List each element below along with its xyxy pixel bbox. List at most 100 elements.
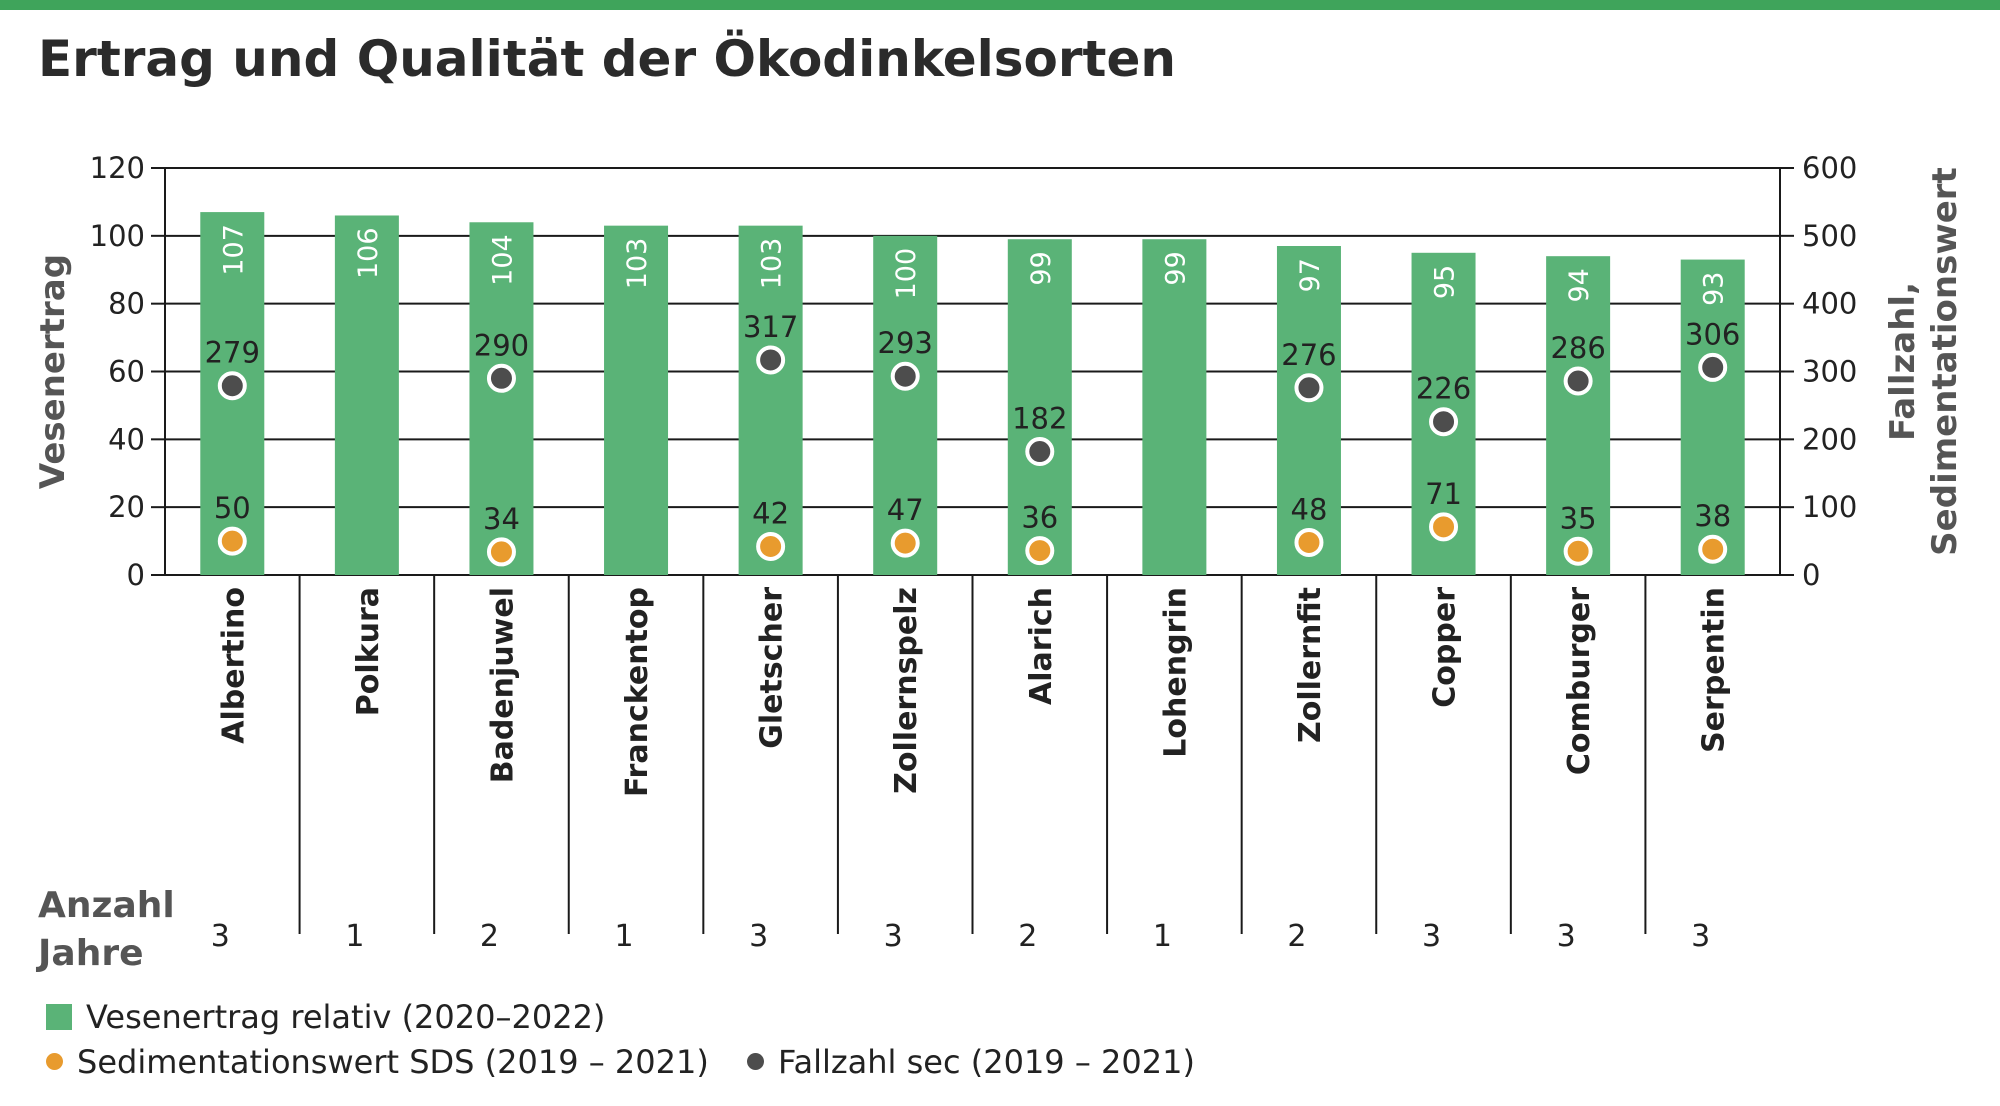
fallzahl-point <box>890 361 920 391</box>
bar-value-label: 95 <box>1430 265 1461 299</box>
y-axis-title: Vesenertrag <box>33 254 73 489</box>
bar-value-label: 97 <box>1295 258 1326 292</box>
fallzahl-value-label: 279 <box>205 336 260 370</box>
chart: 0 0 20 100 40 200 60 300 80 400 100 500 120 600 Vesene… <box>33 151 1965 974</box>
sds-value-label: 48 <box>1291 492 1328 526</box>
y-right-tick-label: 200 <box>1802 422 1857 456</box>
bar-value-label: 103 <box>757 238 788 290</box>
top-accent-bar <box>0 0 2000 10</box>
legend-swatch-fallzahl <box>747 1053 764 1070</box>
y-right-axis-title-line: Sedimentationswert <box>1925 167 1965 556</box>
category-label: Comburger <box>1562 587 1597 775</box>
fallzahl-value-label: 182 <box>1012 402 1067 436</box>
bar <box>1546 256 1611 575</box>
sds-point <box>217 526 247 556</box>
years-row-title-line: Jahre <box>35 933 144 974</box>
fallzahl-point <box>1429 407 1459 437</box>
sds-value-label: 34 <box>483 502 520 536</box>
sds-point <box>1429 512 1459 542</box>
legend-item-yield: Vesenertrag relativ (2020–2022) <box>46 998 605 1036</box>
years-count: 2 <box>1287 919 1306 954</box>
category-label: Zollernspelz <box>889 587 924 794</box>
years-count: 3 <box>1557 919 1576 954</box>
bar-value-label: 99 <box>1160 251 1191 285</box>
category-label: Gletscher <box>755 587 790 749</box>
bar-value-label: 94 <box>1564 268 1595 302</box>
fallzahl-value-label: 226 <box>1416 372 1471 406</box>
legend-item-sds: Sedimentationswert SDS (2019 – 2021) <box>46 1043 709 1081</box>
sds-value-label: 35 <box>1560 501 1597 535</box>
y-right-tick-label: 600 <box>1802 151 1857 185</box>
bar-value-label: 107 <box>218 224 249 276</box>
sds-point <box>1294 527 1324 557</box>
years-count: 3 <box>884 919 903 954</box>
category-label: Serpentin <box>1697 587 1732 753</box>
y-tick-label: 120 <box>90 151 145 185</box>
sds-point <box>1563 536 1593 566</box>
years-count: 1 <box>1153 919 1172 954</box>
legend-label-fallzahl: Fallzahl sec (2019 – 2021) <box>778 1042 1195 1081</box>
sds-point <box>1025 536 1055 566</box>
sds-value-label: 50 <box>214 491 251 525</box>
bar <box>1142 239 1207 575</box>
sds-value-label: 36 <box>1021 501 1058 535</box>
sds-value-label: 71 <box>1425 477 1462 511</box>
legend-swatch-yield <box>46 1004 72 1030</box>
sds-point <box>486 537 516 567</box>
y-tick-label: 80 <box>108 287 145 321</box>
y-tick-label: 40 <box>108 422 145 456</box>
y-right-tick-label: 0 <box>1802 558 1820 592</box>
sds-point <box>1698 534 1728 564</box>
legend-label-sds: Sedimentationswert SDS (2019 – 2021) <box>77 1042 709 1081</box>
years-count: 2 <box>480 919 499 954</box>
chart-title: Ertrag und Qualität der Ökodinkelsorten <box>38 30 1176 88</box>
sds-value-label: 42 <box>752 497 789 531</box>
fallzahl-value-label: 306 <box>1685 317 1740 351</box>
years-count: 2 <box>1018 919 1037 954</box>
sds-point <box>890 528 920 558</box>
bar-value-label: 99 <box>1026 251 1057 285</box>
y-right-axis-title-line: Fallzahl, <box>1883 282 1923 441</box>
years-count: 3 <box>211 919 230 954</box>
legend-item-fallzahl: Fallzahl sec (2019 – 2021) <box>747 1043 1195 1081</box>
y-right-tick-label: 100 <box>1802 490 1857 524</box>
bar <box>469 222 534 575</box>
bar <box>1276 246 1341 575</box>
fallzahl-value-label: 317 <box>743 310 798 344</box>
sds-value-label: 47 <box>887 493 924 527</box>
fallzahl-point <box>756 345 786 375</box>
years-count: 3 <box>1422 919 1441 954</box>
category-label: Polkura <box>351 587 386 716</box>
category-label: Franckentop <box>620 587 655 797</box>
y-tick-label: 0 <box>127 558 145 592</box>
fallzahl-point <box>1563 366 1593 396</box>
fallzahl-point <box>1025 437 1055 467</box>
category-label: Copper <box>1428 587 1463 708</box>
bar <box>738 225 803 576</box>
bar <box>873 235 938 576</box>
legend-label-yield: Vesenertrag relativ (2020–2022) <box>86 998 606 1036</box>
sds-value-label: 38 <box>1694 499 1731 533</box>
bar <box>604 225 669 576</box>
fallzahl-value-label: 293 <box>878 326 933 360</box>
fallzahl-point <box>486 363 516 393</box>
years-count: 3 <box>749 919 768 954</box>
fallzahl-value-label: 276 <box>1281 338 1336 372</box>
category-label: Zollernfit <box>1293 587 1328 743</box>
bar <box>334 215 399 575</box>
y-right-tick-label: 300 <box>1802 355 1857 389</box>
fallzahl-point <box>217 371 247 401</box>
fallzahl-value-label: 290 <box>474 328 529 362</box>
years-count: 1 <box>614 919 633 954</box>
y-tick-label: 20 <box>108 490 145 524</box>
sds-point <box>756 532 786 562</box>
category-label: Badenjuwel <box>485 587 520 783</box>
legend-row-1: Vesenertrag relativ (2020–2022) <box>46 998 633 1038</box>
y-right-tick-label: 500 <box>1802 219 1857 253</box>
years-row-title-line: Anzahl <box>38 885 175 926</box>
bar-value-label: 106 <box>353 227 384 279</box>
bar-value-label: 100 <box>891 248 922 300</box>
bar-value-label: 104 <box>487 234 518 286</box>
years-count: 3 <box>1691 919 1710 954</box>
fallzahl-point <box>1698 352 1728 382</box>
